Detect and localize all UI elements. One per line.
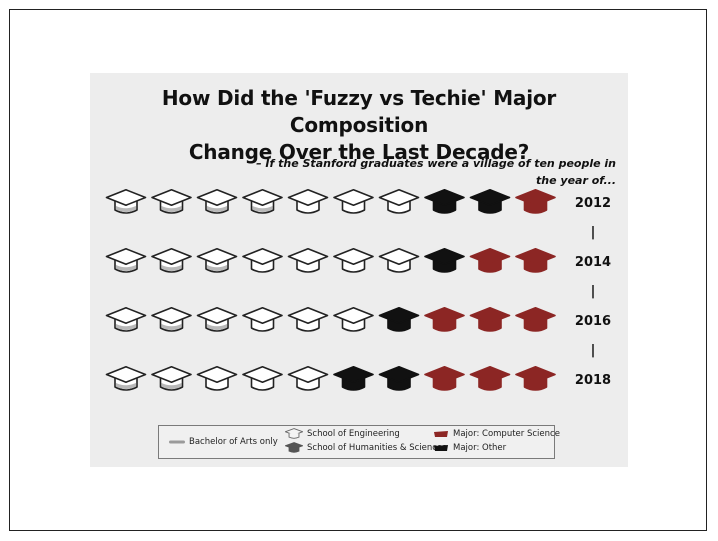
legend-item-cs: Major: Computer Science (433, 429, 560, 439)
cap-icon-ba-eng (196, 248, 238, 273)
pictogram-chart: 2012 | 2014 | 2016 | 2018 (105, 189, 611, 391)
cap-icon-ba-eng (151, 189, 192, 214)
legend-item-hs: School of Humanities & Sciences (285, 442, 447, 454)
cap-icon-other (333, 366, 374, 391)
cap-icon-ba-eng (105, 307, 147, 332)
cap-icon-cs (515, 366, 556, 391)
cap-icon-other (424, 189, 465, 214)
legend-item-ba: Bachelor of Arts only (169, 437, 278, 447)
legend-label-hs: School of Humanities & Sciences (307, 443, 447, 453)
cap-icon-eng (378, 248, 420, 273)
cap-icon-cs (515, 248, 556, 273)
chart-subtitle: – If the Stanford graduates were a villa… (256, 157, 616, 187)
legend-item-other: Major: Other (433, 443, 506, 453)
legend-label-cs: Major: Computer Science (453, 429, 560, 439)
gray-cap-icon (285, 442, 303, 453)
cap-icon-eng (287, 189, 329, 214)
cap-icon-ba-eng (105, 248, 147, 273)
cap-icon-ba-eng (196, 307, 238, 332)
gray-band-icon (169, 440, 185, 444)
red-swatch-icon (434, 431, 448, 437)
cap-icon-cs (469, 248, 511, 273)
cap-icon-eng (287, 366, 329, 391)
cap-icon-cs (515, 307, 556, 332)
black-swatch-icon (434, 445, 448, 451)
cap-icon-ba-eng (105, 189, 147, 214)
cap-icon-ba-eng (151, 307, 192, 332)
cap-icon-other (378, 366, 420, 391)
cap-icon-eng (333, 189, 374, 214)
cap-icon-ba-eng (196, 189, 238, 214)
cap-icon-other (378, 307, 420, 332)
cap-icon-eng (333, 248, 374, 273)
cap-icon-eng (242, 366, 283, 391)
cap-icon-ba-eng (105, 366, 147, 391)
year-separator: | (591, 284, 596, 299)
cap-icon-other (469, 189, 511, 214)
year-label: 2018 (575, 373, 611, 388)
legend-label-other: Major: Other (453, 443, 507, 453)
cap-icon-cs (469, 307, 511, 332)
year-label: 2016 (575, 314, 611, 329)
cap-icon-cs (424, 307, 465, 332)
cap-icon-eng (196, 366, 238, 391)
cap-icon-eng (242, 307, 283, 332)
cap-icon-ba-eng (151, 248, 192, 273)
cap-icon-other (424, 248, 465, 273)
cap-icon-ba-eng (242, 189, 283, 214)
cap-icon-eng (333, 307, 374, 332)
cap-icon-eng (287, 248, 329, 273)
cap-icon-eng (242, 248, 283, 273)
year-label: 2014 (575, 255, 611, 270)
cap-icon-eng (378, 189, 420, 214)
cap-icon-cs (469, 366, 511, 391)
outline-cap-icon (285, 428, 303, 439)
cap-icon-eng (287, 307, 329, 332)
cap-icon-cs (424, 366, 465, 391)
year-separator: | (591, 343, 596, 358)
year-label: 2012 (575, 196, 611, 211)
cap-icon-cs (515, 189, 556, 214)
year-separator: | (591, 225, 596, 240)
legend-label-engineering: School of Engineering (307, 429, 400, 439)
legend-item-engineering: School of Engineering (285, 428, 400, 440)
infographic-panel: How Did the 'Fuzzy vs Techie' Major Comp… (90, 73, 628, 467)
legend-label-ba: Bachelor of Arts only (189, 437, 278, 447)
chart-title: How Did the 'Fuzzy vs Techie' Major Comp… (161, 86, 557, 164)
cap-icon-ba-eng (151, 366, 192, 391)
legend: Bachelor of Arts only School of Engineer… (158, 425, 560, 459)
